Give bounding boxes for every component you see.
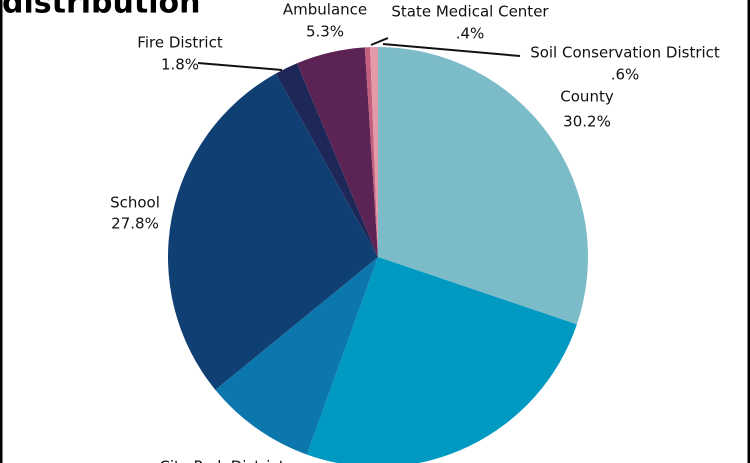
chart-title: distribution: [2, 0, 200, 21]
slice-label: Fire District: [137, 34, 223, 52]
slice: [275, 63, 378, 257]
slice: [370, 47, 378, 257]
value-label: 5.3%: [306, 23, 344, 41]
slice: [378, 47, 588, 325]
value-label: 27.8%: [111, 215, 159, 233]
leader-lines: [197, 37, 521, 71]
leader-line: [197, 62, 283, 71]
leader-line: [370, 37, 389, 46]
value-label: 1.8%: [161, 56, 199, 74]
slice-label: City Park District: [159, 458, 284, 463]
leader-line: [382, 43, 521, 57]
value-label: .6%: [611, 66, 640, 84]
value-label: 30.2%: [563, 113, 611, 131]
slice: [364, 47, 378, 257]
slice-label: State Medical Center: [391, 3, 549, 21]
slice: [167, 73, 378, 390]
slice-label: Soil Conservation District: [530, 44, 720, 62]
slice: [306, 257, 577, 463]
slice: [297, 47, 378, 258]
slice-label: Ambulance: [283, 1, 367, 19]
slice-label: School: [110, 194, 160, 212]
slice: [215, 257, 378, 455]
value-label: .4%: [456, 25, 485, 43]
slices: [167, 47, 588, 463]
slice-label: County: [560, 88, 614, 106]
